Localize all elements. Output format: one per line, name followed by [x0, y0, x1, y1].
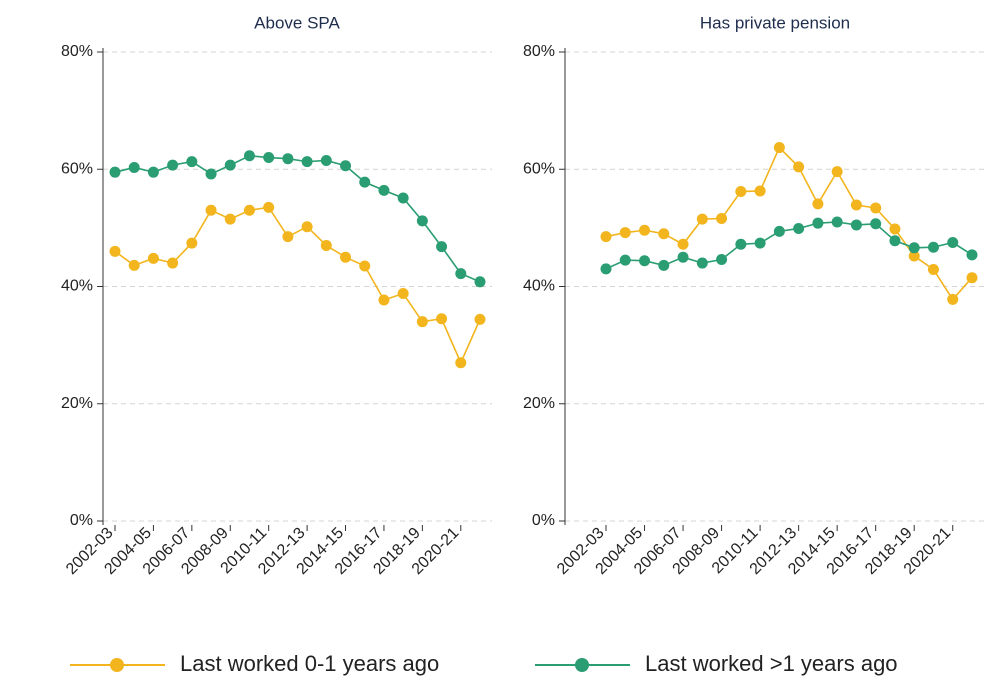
legend-marker — [575, 658, 589, 672]
y-tick-label: 0% — [532, 512, 555, 529]
legend-marker — [110, 658, 124, 672]
y-tick-label: 20% — [523, 395, 555, 412]
data-point — [793, 222, 805, 234]
data-point — [927, 241, 939, 253]
series-line — [114, 206, 481, 365]
data-point — [340, 160, 352, 172]
data-point — [167, 159, 179, 171]
y-tick-label: 0% — [70, 512, 93, 529]
data-point — [850, 199, 862, 211]
y-tick-label: 60% — [523, 160, 555, 177]
data-point — [147, 166, 159, 178]
data-point — [340, 251, 352, 263]
data-point — [735, 238, 747, 250]
data-point — [205, 168, 217, 180]
data-point — [619, 227, 631, 239]
data-point — [639, 224, 651, 236]
data-point — [359, 260, 371, 272]
data-point — [397, 192, 409, 204]
data-point — [639, 255, 651, 267]
data-point — [754, 185, 766, 197]
data-point — [109, 245, 121, 257]
data-point — [812, 217, 824, 229]
y-tick-label: 20% — [61, 395, 93, 412]
data-point — [474, 276, 486, 288]
data-point — [696, 213, 708, 225]
data-point — [416, 316, 428, 328]
data-point — [600, 263, 612, 275]
data-point — [773, 225, 785, 237]
data-point — [889, 235, 901, 247]
data-point — [128, 161, 140, 173]
data-point — [282, 153, 294, 165]
data-point — [186, 156, 198, 168]
data-point — [716, 254, 728, 266]
data-point — [947, 293, 959, 305]
data-point — [966, 249, 978, 261]
data-point — [397, 288, 409, 300]
data-point — [947, 237, 959, 249]
data-point — [359, 176, 371, 188]
data-point — [600, 231, 612, 243]
data-point — [301, 221, 313, 233]
data-point — [870, 218, 882, 230]
data-point — [927, 263, 939, 275]
data-point — [320, 239, 332, 251]
data-point — [282, 231, 294, 243]
data-point — [735, 186, 747, 198]
data-point — [263, 201, 275, 213]
data-point — [243, 204, 255, 216]
data-point — [224, 213, 236, 225]
data-point — [243, 150, 255, 162]
data-point — [773, 142, 785, 154]
data-point — [224, 159, 236, 171]
data-point — [716, 212, 728, 224]
data-point — [677, 238, 689, 250]
data-point — [320, 154, 332, 166]
data-point — [908, 250, 920, 262]
data-point — [754, 237, 766, 249]
y-tick-label: 80% — [61, 43, 93, 60]
data-point — [966, 272, 978, 284]
data-point — [677, 251, 689, 263]
data-point — [455, 357, 467, 369]
data-point — [301, 156, 313, 168]
y-tick-label: 80% — [523, 43, 555, 60]
data-point — [455, 268, 467, 280]
data-point — [889, 223, 901, 235]
data-point — [850, 219, 862, 231]
data-point — [474, 313, 486, 325]
data-point — [619, 254, 631, 266]
data-point — [205, 204, 217, 216]
y-tick-label: 60% — [61, 160, 93, 177]
data-point — [416, 215, 428, 227]
data-point — [128, 259, 140, 271]
chart-title: Above SPA — [254, 13, 340, 32]
legend-label: Last worked >1 years ago — [645, 651, 898, 676]
y-tick-label: 40% — [61, 278, 93, 295]
data-point — [436, 241, 448, 253]
data-point — [378, 184, 390, 196]
data-point — [263, 152, 275, 164]
data-point — [147, 252, 159, 264]
data-point — [167, 257, 179, 269]
data-point — [378, 294, 390, 306]
data-point — [870, 202, 882, 214]
chart-title: Has private pension — [700, 13, 850, 32]
y-tick-label: 40% — [523, 278, 555, 295]
data-point — [812, 198, 824, 210]
data-point — [186, 237, 198, 249]
data-point — [793, 161, 805, 173]
data-point — [831, 166, 843, 178]
data-point — [658, 259, 670, 271]
data-point — [109, 166, 121, 178]
data-point — [696, 257, 708, 269]
data-point — [436, 313, 448, 325]
data-point — [908, 242, 920, 254]
series-line — [605, 146, 973, 301]
legend-label: Last worked 0-1 years ago — [180, 651, 439, 676]
data-point — [831, 216, 843, 228]
data-point — [658, 228, 670, 240]
